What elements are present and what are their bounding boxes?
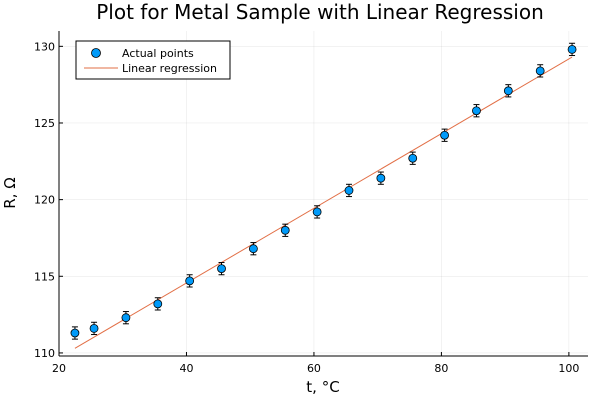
data-point [472,106,481,116]
x-tick-label: 20 [52,362,66,375]
data-point [70,328,80,338]
y-tick-label: 130 [34,40,55,53]
data-point [248,244,258,254]
data-point [89,324,99,333]
y-tick-label: 120 [34,194,55,207]
data-point [121,313,131,323]
x-tick-label: 60 [307,362,321,375]
plot-marks [70,42,577,349]
data-point [344,186,354,195]
data-point [503,86,513,96]
y-tick-label: 125 [34,117,55,130]
data-point [153,299,163,309]
data-point [408,153,418,163]
y-tick-label: 110 [34,347,55,360]
data-point [185,276,195,286]
legend-label-actual-points: Actual points [122,47,194,60]
legend-label-linear-regression: Linear regression [122,62,217,75]
data-point [376,173,386,183]
y-axis-label: R, Ω [1,177,19,208]
data-point [312,207,322,217]
ticks: 20 40 60 80 100 110 115 120 125 130 [34,40,579,375]
data-point [217,264,226,274]
chart-title: Plot for Metal Sample with Linear Regres… [96,0,544,24]
grid [58,31,588,356]
data-point [535,66,545,76]
data-point [280,225,290,235]
data-point [567,44,577,54]
legend-marker-actual-points [91,48,101,58]
x-axis-label: t, °C [306,378,339,396]
x-tick-label: 100 [558,362,579,375]
axes [58,31,588,357]
legend-box [75,40,231,80]
x-tick-label: 80 [434,362,448,375]
x-tick-label: 40 [179,362,193,375]
regression-line [74,56,573,349]
y-tick-label: 115 [34,270,55,283]
data-point [440,130,449,140]
legend: Actual points Linear regression [75,40,231,80]
